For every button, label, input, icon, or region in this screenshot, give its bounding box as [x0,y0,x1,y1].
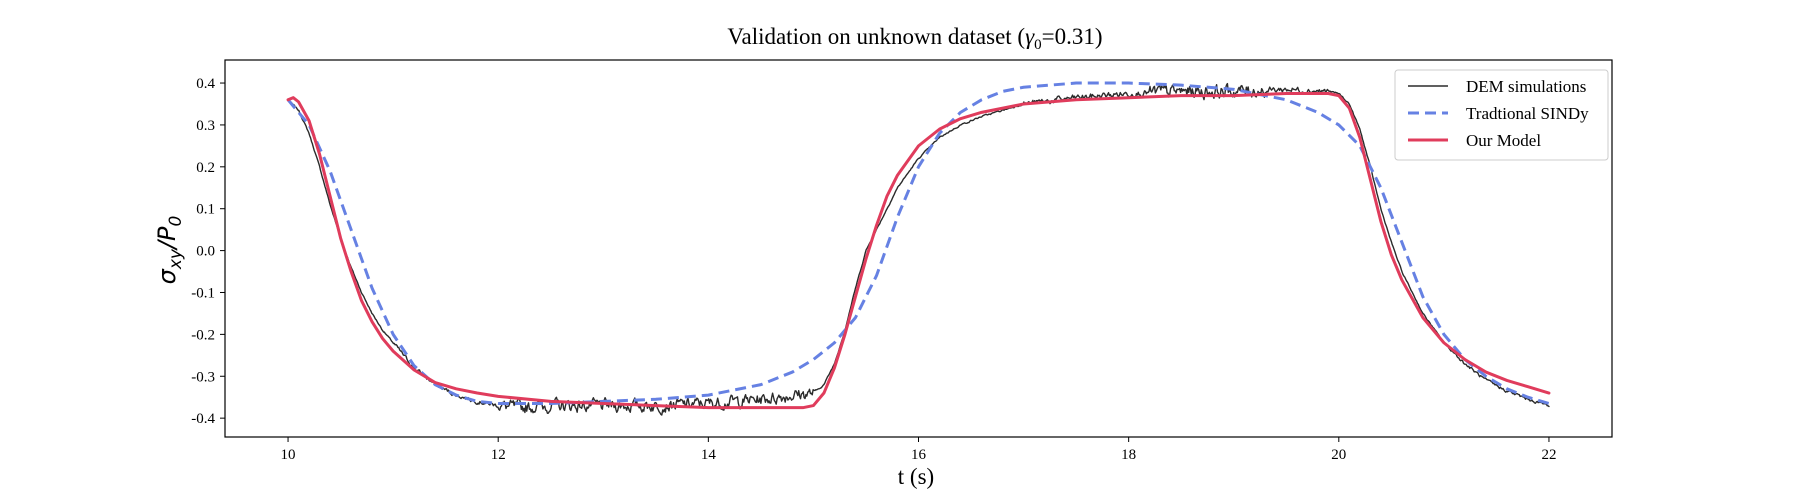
x-tick-label: 12 [491,447,506,463]
legend-label: DEM simulations [1466,77,1586,96]
series-line-tradtional-sindy [286,81,1550,405]
x-tick-label: 22 [1541,447,1556,463]
x-axis-label: t (s) [898,464,934,489]
x-tick-label: 10 [281,447,296,463]
y-tick-label: -0.2 [191,327,215,343]
y-tick-label: 0.3 [196,118,215,134]
series-line-our-model [286,92,1551,410]
series-layer [286,81,1551,416]
legend-label: Our Model [1466,131,1541,150]
y-tick-label: 0.1 [196,202,215,218]
legend-label: Tradtional SINDy [1466,104,1589,123]
y-axis: 0.4 0.3 0.2 0.1 0.0 -0.1 -0.2 -0.3 -0.4 [191,76,225,427]
y-tick-label: 0.0 [196,244,215,260]
y-tick-label: 0.2 [196,160,215,176]
x-tick-label: 14 [701,447,717,463]
y-tick-label: -0.4 [191,411,215,427]
y-axis-label: σxy/P0 [153,216,186,285]
x-tick-label: 16 [911,447,927,463]
legend: DEM simulations Tradtional SINDy Our Model [1394,69,1609,161]
y-tick-label: -0.1 [191,285,215,301]
y-tick-label: -0.3 [191,369,215,385]
x-tick-label: 20 [1331,447,1346,463]
x-tick-label: 18 [1121,447,1136,463]
legend-frame [1394,69,1609,161]
x-axis: 10 12 14 16 18 20 22 [281,437,1556,463]
chart-title: Validation on unknown dataset (γ0=0.31) [727,24,1102,53]
series-line-dem-simulations [287,82,1550,416]
y-tick-label: 0.4 [196,76,215,92]
